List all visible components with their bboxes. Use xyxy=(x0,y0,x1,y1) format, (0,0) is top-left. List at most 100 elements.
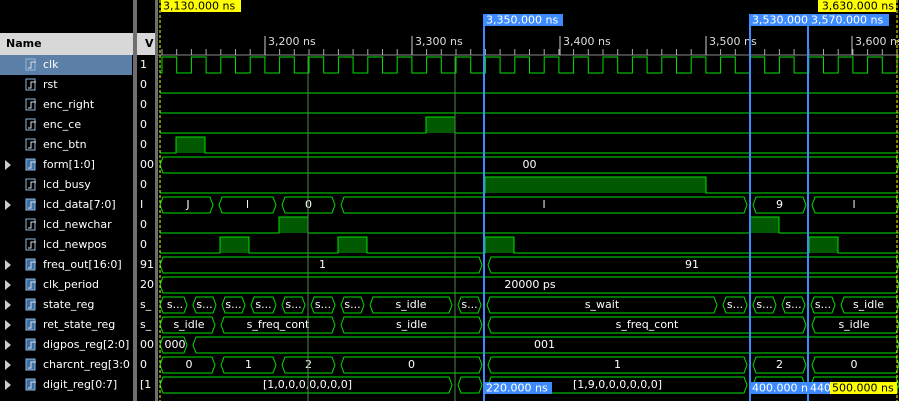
bus-segment xyxy=(811,356,899,374)
bus-segment xyxy=(810,296,836,314)
high-fill xyxy=(176,137,205,153)
marker-label: 3,130.000 ns xyxy=(163,0,235,13)
signal-name: lcd_newchar xyxy=(43,218,112,231)
ruler-label: 3,500 ns xyxy=(709,35,757,48)
bus-value: 1 xyxy=(614,358,621,371)
signal-icon-wave xyxy=(28,121,36,129)
bus-value: s... xyxy=(285,298,301,311)
bus-segment xyxy=(221,296,246,314)
bus-value: 20000 ps xyxy=(504,278,555,291)
bus-value: s_idle xyxy=(396,318,427,331)
signal-icon xyxy=(25,58,36,71)
high-fill xyxy=(485,237,514,253)
signal-value: 1 xyxy=(140,58,147,71)
bus-segment xyxy=(722,296,748,314)
ruler-label: 3,200 ns xyxy=(268,35,316,48)
bus-segment xyxy=(781,296,806,314)
bus-segment xyxy=(159,356,216,374)
signal-value: 20 xyxy=(140,278,154,291)
signal-icon-wave xyxy=(28,301,36,309)
signal-name: state_reg xyxy=(43,298,94,311)
ruler-label: 3,600 ns xyxy=(855,35,899,48)
signal-icon-wave xyxy=(28,81,36,89)
signal-value: 0 xyxy=(140,78,147,91)
high-fill xyxy=(426,117,455,133)
signal-name: digit_reg[0:7] xyxy=(43,378,117,391)
high-fill xyxy=(485,177,706,193)
marker-label-bg xyxy=(750,382,808,394)
bus-segment xyxy=(281,196,336,214)
expand-arrow xyxy=(5,380,11,390)
signal-icon-wave xyxy=(28,181,36,189)
ruler-label: 3,300 ns xyxy=(415,35,463,48)
bus-segment xyxy=(340,296,365,314)
expand-arrow xyxy=(5,200,11,210)
bus-value: 0 xyxy=(851,358,858,371)
signal-name: enc_ce xyxy=(43,118,81,131)
high-fill xyxy=(809,237,838,253)
bus-value: l xyxy=(852,198,855,211)
signal-name: ret_state_reg xyxy=(43,318,115,331)
high-fill xyxy=(750,217,779,233)
bus-segment xyxy=(340,356,483,374)
signal-icon-wave xyxy=(28,221,36,229)
marker-label: 440 xyxy=(810,382,831,395)
high-fill xyxy=(279,217,308,233)
signal-value: 0 xyxy=(140,358,147,371)
marker-label-bg xyxy=(484,14,563,26)
bus-segment xyxy=(369,296,453,314)
marker-label: 3,350.000 ns xyxy=(486,14,558,27)
bus-segment xyxy=(159,316,216,334)
bus-segment xyxy=(192,296,217,314)
splitter[interactable] xyxy=(155,0,158,401)
bus-segment xyxy=(159,296,188,314)
signal-name: freq_out[16:0] xyxy=(43,258,122,271)
signal-icon-wave xyxy=(28,241,36,249)
bus-value: l xyxy=(542,198,545,211)
bus-value: s_freq_cont xyxy=(616,318,679,331)
bus-segment xyxy=(340,316,483,334)
bus-value: s_wait xyxy=(585,298,620,311)
bus-segment xyxy=(752,296,777,314)
bus-segment xyxy=(250,296,277,314)
signal-icon-wave xyxy=(28,341,36,349)
bus-segment xyxy=(220,356,277,374)
bus-segment xyxy=(487,356,748,374)
bus-value: s... xyxy=(196,298,212,311)
bus-value: s_idle xyxy=(853,298,884,311)
signal-icon-wave xyxy=(28,361,36,369)
expand-arrow xyxy=(5,300,11,310)
marker-label-bg xyxy=(484,382,552,394)
clock-wave xyxy=(160,56,899,74)
value-header[interactable] xyxy=(137,33,155,55)
signal-value: 0 xyxy=(140,138,147,151)
marker-label-bg xyxy=(830,382,897,394)
signal-value: 0 xyxy=(140,118,147,131)
signal-value: s_ xyxy=(140,298,152,311)
bus-segment xyxy=(159,196,214,214)
expand-arrow xyxy=(5,320,11,330)
bus-segment xyxy=(487,256,899,274)
bus-segment xyxy=(310,296,336,314)
signal-name: lcd_data[7:0] xyxy=(43,198,116,211)
bus-value: 0 xyxy=(186,358,193,371)
signal-name: digpos_reg[2:0] xyxy=(43,338,129,351)
expand-arrow xyxy=(5,260,11,270)
splitter[interactable] xyxy=(133,0,137,401)
name-header[interactable] xyxy=(0,33,133,55)
expand-arrow xyxy=(5,360,11,370)
bus-value: 1 xyxy=(319,258,326,271)
marker-label: 500.000 ns xyxy=(832,382,894,395)
signal-icon xyxy=(25,98,36,111)
bus-value: s_idle xyxy=(395,298,426,311)
bus-value: s... xyxy=(344,298,360,311)
ruler-label: 3,400 ns xyxy=(563,35,611,48)
bus-segment xyxy=(192,336,899,354)
bus-segment xyxy=(840,296,899,314)
signal-name: lcd_newpos xyxy=(43,238,107,251)
signal-name: enc_right xyxy=(43,98,95,111)
bus-value: s... xyxy=(255,298,271,311)
signal-name: charcnt_reg[3:0 xyxy=(43,358,130,371)
bit-wave xyxy=(160,116,899,134)
